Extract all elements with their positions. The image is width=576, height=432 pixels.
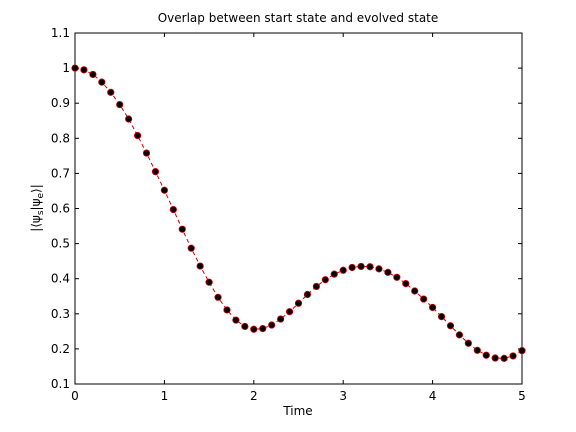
y-axis-title-mid: |ψ — [29, 198, 43, 210]
x-tick-label-0: 0 — [71, 389, 79, 403]
data-point-36 — [393, 273, 401, 281]
data-point-21 — [259, 324, 267, 333]
data-point-38 — [411, 287, 419, 295]
data-point-8 — [142, 149, 151, 157]
data-point-16 — [214, 293, 222, 301]
data-point-17 — [223, 306, 231, 314]
y-axis-title-open: |⟨ψ — [29, 215, 43, 232]
data-point-50 — [518, 347, 526, 355]
data-point-26 — [303, 290, 312, 299]
data-point-30 — [339, 266, 347, 274]
data-point-23 — [277, 315, 285, 323]
data-point-4 — [107, 88, 115, 96]
data-point-18 — [232, 316, 240, 324]
x-tick-label-4: 4 — [429, 389, 437, 403]
data-point-24 — [285, 308, 294, 316]
y-tick-label-2: 0.3 — [51, 307, 70, 321]
data-point-3 — [98, 78, 106, 86]
data-point-12 — [178, 225, 186, 233]
data-point-43 — [455, 331, 464, 339]
data-point-25 — [294, 299, 303, 307]
x-axis-title: Time — [282, 404, 312, 418]
data-markers — [71, 64, 526, 362]
x-tick-label-2: 2 — [250, 389, 258, 403]
data-point-7 — [133, 131, 142, 140]
data-point-5 — [116, 101, 124, 109]
y-tick-label-1: 0.2 — [51, 342, 70, 356]
data-point-39 — [420, 295, 428, 303]
y-tick-label-7: 0.8 — [51, 131, 70, 145]
y-tick-label-8: 0.9 — [51, 96, 70, 110]
x-tick-label-3: 3 — [339, 389, 347, 403]
data-point-28 — [321, 276, 329, 284]
data-point-37 — [402, 280, 410, 288]
y-axis-title: |⟨ψs|ψe⟩| — [29, 184, 46, 232]
axis-ticks — [74, 32, 523, 385]
data-point-35 — [384, 268, 392, 276]
data-point-19 — [241, 322, 249, 331]
y-tick-label-6: 0.7 — [51, 166, 70, 180]
data-point-42 — [446, 322, 455, 330]
y-tick-label-0: 0.1 — [51, 377, 70, 391]
chart-title: Overlap between start state and evolved … — [158, 11, 439, 25]
data-point-34 — [375, 265, 383, 273]
data-point-32 — [357, 262, 365, 271]
data-point-6 — [125, 115, 133, 123]
y-tick-label-3: 0.4 — [51, 272, 70, 286]
y-tick-label-9: 1 — [62, 61, 70, 75]
x-tick-label-5: 5 — [518, 389, 526, 403]
data-point-13 — [187, 244, 195, 252]
data-point-15 — [205, 278, 213, 286]
data-point-49 — [509, 352, 517, 360]
data-point-33 — [366, 263, 374, 271]
data-point-45 — [473, 346, 481, 354]
data-point-2 — [89, 70, 97, 79]
y-axis-title-sub-e: e — [36, 192, 46, 198]
data-point-41 — [437, 313, 446, 321]
data-point-1 — [80, 66, 88, 74]
data-point-0 — [71, 64, 79, 72]
data-point-29 — [330, 270, 338, 278]
data-point-10 — [160, 186, 168, 194]
plot-area — [74, 32, 523, 385]
data-point-31 — [348, 263, 356, 272]
data-point-9 — [151, 168, 160, 176]
data-point-47 — [491, 354, 499, 362]
data-point-40 — [428, 303, 437, 312]
data-point-46 — [482, 351, 490, 359]
data-point-22 — [268, 321, 276, 329]
y-tick-label-10: 1.1 — [51, 26, 70, 40]
y-axis-title-close: ⟩| — [29, 184, 43, 193]
y-tick-label-4: 0.5 — [51, 237, 70, 251]
data-point-44 — [464, 339, 472, 347]
tick-labels: 0 1 2 3 4 5 0.1 0.2 0.3 0.4 0.5 0.6 0.7 0.8 0.9 1 1.1 — [51, 26, 526, 403]
x-tick-label-1: 1 — [161, 389, 169, 403]
data-point-11 — [169, 205, 177, 214]
data-point-20 — [250, 325, 258, 333]
data-point-48 — [500, 354, 508, 362]
y-axis-title-sub-s: s — [36, 210, 46, 215]
data-point-27 — [312, 282, 320, 291]
data-point-14 — [196, 262, 204, 270]
y-tick-label-5: 0.6 — [51, 202, 70, 216]
